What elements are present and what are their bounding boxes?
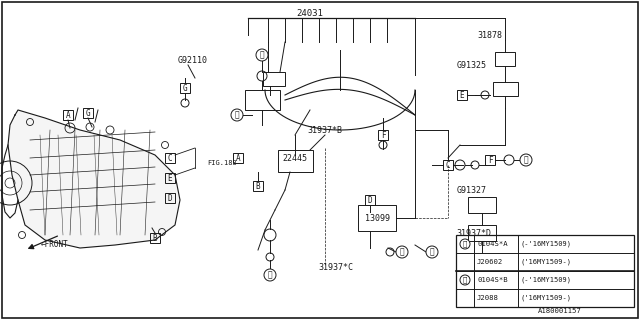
Bar	[278, 150, 313, 172]
Text: ('16MY1509-): ('16MY1509-)	[521, 259, 572, 265]
Circle shape	[264, 269, 276, 281]
Bar	[468, 225, 496, 241]
Bar	[180, 83, 190, 93]
Bar	[365, 195, 375, 205]
Text: C: C	[168, 154, 172, 163]
Circle shape	[396, 246, 408, 258]
Text: 22445: 22445	[282, 154, 307, 163]
Text: G91327: G91327	[457, 186, 487, 195]
Text: G91325: G91325	[457, 60, 487, 69]
Circle shape	[460, 275, 470, 285]
Text: 0104S*B: 0104S*B	[477, 277, 508, 283]
Text: E: E	[168, 173, 172, 182]
Text: G92110: G92110	[178, 55, 208, 65]
Text: ①: ①	[429, 247, 435, 257]
Circle shape	[426, 246, 438, 258]
Bar	[443, 160, 453, 170]
Text: D: D	[168, 194, 172, 203]
Bar	[83, 108, 93, 118]
Bar	[165, 193, 175, 203]
Text: 31937*C: 31937*C	[319, 262, 353, 271]
Text: G: G	[86, 108, 90, 117]
Text: ①: ①	[268, 270, 272, 279]
Text: A180001157: A180001157	[538, 308, 582, 314]
Text: ①: ①	[260, 51, 264, 60]
Text: ②: ②	[235, 110, 239, 119]
Text: 31937*B: 31937*B	[307, 125, 342, 134]
Bar	[245, 90, 280, 110]
Text: D: D	[368, 196, 372, 204]
Circle shape	[231, 109, 243, 121]
Circle shape	[256, 49, 268, 61]
Circle shape	[520, 154, 532, 166]
Polygon shape	[8, 110, 180, 248]
Text: A: A	[66, 110, 70, 119]
Bar	[485, 155, 495, 165]
Text: F: F	[381, 131, 385, 140]
Bar	[378, 130, 388, 140]
Text: 24031: 24031	[296, 9, 323, 18]
Text: A: A	[236, 154, 240, 163]
Text: (-'16MY1509): (-'16MY1509)	[521, 277, 572, 283]
Text: F: F	[488, 156, 492, 164]
Text: ←FRONT: ←FRONT	[41, 239, 69, 249]
Bar	[63, 110, 73, 120]
Text: G: G	[182, 84, 188, 92]
Text: ①: ①	[524, 156, 528, 164]
Bar	[456, 235, 634, 307]
Bar	[165, 153, 175, 163]
Bar	[253, 181, 263, 191]
Text: E: E	[460, 91, 464, 100]
Text: 31878: 31878	[477, 30, 502, 39]
Text: 13099: 13099	[365, 213, 390, 222]
Bar	[150, 233, 160, 243]
Bar	[358, 205, 396, 231]
Bar	[495, 52, 515, 66]
Bar	[165, 173, 175, 183]
Text: ①: ①	[400, 247, 404, 257]
Text: B: B	[153, 234, 157, 243]
Text: ②: ②	[463, 277, 467, 283]
Bar	[233, 153, 243, 163]
Text: 31937*D: 31937*D	[456, 228, 492, 237]
Text: 0104S*A: 0104S*A	[477, 241, 508, 247]
Text: ①: ①	[463, 241, 467, 247]
Bar	[263, 72, 285, 86]
Text: J2088: J2088	[477, 295, 499, 301]
Bar	[468, 197, 496, 213]
Text: (-'16MY1509): (-'16MY1509)	[521, 241, 572, 247]
Circle shape	[460, 239, 470, 249]
Text: ('16MY1509-): ('16MY1509-)	[521, 295, 572, 301]
Text: FIG.183: FIG.183	[207, 160, 237, 166]
Text: B: B	[256, 181, 260, 190]
Text: J20602: J20602	[477, 259, 503, 265]
Bar	[457, 90, 467, 100]
Text: C: C	[445, 161, 451, 170]
Bar	[493, 82, 518, 96]
